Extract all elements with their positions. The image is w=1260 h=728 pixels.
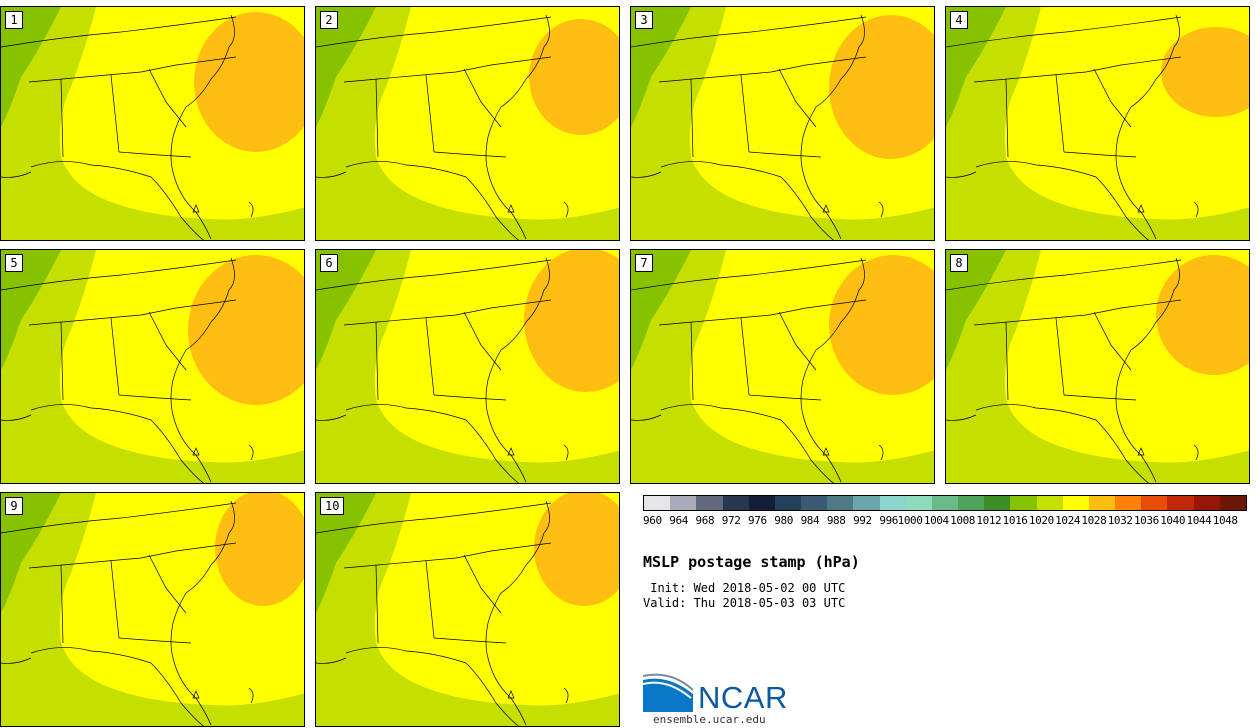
- legend-swatch: [1193, 496, 1220, 510]
- panel-label: 3: [635, 11, 653, 29]
- legend-swatch: [644, 496, 671, 510]
- mslp-map: [946, 7, 1249, 240]
- legend-swatch: [1062, 496, 1089, 510]
- panel-label: 7: [635, 254, 653, 272]
- legend-swatch: [696, 496, 723, 510]
- legend-swatch: [722, 496, 749, 510]
- legend-tick-label: 1020: [1028, 514, 1054, 527]
- legend-swatch: [1010, 496, 1037, 510]
- legend-tick-label: 996: [879, 514, 899, 527]
- mslp-map: [316, 250, 619, 483]
- legend-tick-label: 968: [695, 514, 715, 527]
- legend-tick-label: 992: [853, 514, 872, 527]
- legend-tick-label: 1028: [1081, 514, 1107, 527]
- map-panel: 4: [945, 6, 1250, 241]
- map-panel: 5: [0, 249, 305, 484]
- panel-label: 1: [5, 11, 23, 29]
- map-panel: 9: [0, 492, 305, 727]
- mslp-map: [316, 493, 619, 726]
- init-time: Init: Wed 2018-05-02 00 UTC: [643, 581, 846, 595]
- map-panel: 7: [630, 249, 935, 484]
- panel-label: 2: [320, 11, 338, 29]
- panel-label: 8: [950, 254, 968, 272]
- legend-swatch: [879, 496, 906, 510]
- legend-tick-label: 1032: [1107, 514, 1133, 527]
- time-info: Init: Wed 2018-05-02 00 UTC Valid: Thu 2…: [643, 581, 845, 611]
- legend-swatch: [748, 496, 775, 510]
- legend-swatch: [1219, 496, 1246, 510]
- legend-swatch: [931, 496, 959, 510]
- map-panel: 8: [945, 249, 1250, 484]
- logo-url: ensemble.ucar.edu: [653, 713, 766, 726]
- map-panel: 10: [315, 492, 620, 727]
- legend-swatch: [1141, 496, 1168, 510]
- map-panel: 1: [0, 6, 305, 241]
- legend-swatch: [853, 496, 880, 510]
- legend-tick-label: 1000: [897, 514, 923, 527]
- legend-swatch: [958, 496, 985, 510]
- pressure-tick-labels: 960 964 968 972 976 980 984 988 992 996 1000 1004 10…: [632, 514, 1260, 528]
- panel-label: 9: [5, 497, 23, 515]
- legend-tick-label: 980: [774, 514, 793, 527]
- panel-label: 5: [5, 254, 23, 272]
- legend-swatch: [1115, 496, 1142, 510]
- mslp-map: [1, 250, 304, 483]
- mslp-map: [1, 493, 304, 726]
- legend-swatch: [1167, 496, 1194, 510]
- legend-swatch: [827, 496, 854, 510]
- mslp-map: [631, 7, 934, 240]
- legend-tick-label: 1004: [923, 514, 949, 527]
- panel-label: 4: [950, 11, 968, 29]
- panel-label: 6: [320, 254, 338, 272]
- legend-tick-label: 1008: [950, 514, 976, 527]
- legend-tick-label: 1044: [1186, 514, 1212, 527]
- mslp-map: [1, 7, 304, 240]
- chart-title: MSLP postage stamp (hPa): [643, 553, 860, 571]
- legend-tick-label: 1016: [1002, 514, 1028, 527]
- legend-tick-label: 1012: [976, 514, 1002, 527]
- legend-tick-label: 972: [721, 514, 741, 527]
- legend-swatch: [774, 496, 802, 510]
- legend-tick-label: 976: [748, 514, 767, 527]
- legend-swatch: [1088, 496, 1116, 510]
- ncar-logo-icon: [643, 673, 694, 712]
- mslp-map: [316, 7, 619, 240]
- legend-swatch: [905, 496, 932, 510]
- mslp-map: [946, 250, 1249, 483]
- legend-swatch: [984, 496, 1011, 510]
- legend-swatch: [670, 496, 697, 510]
- map-panel: 3: [630, 6, 935, 241]
- legend-tick-label: 1048: [1212, 514, 1238, 527]
- map-panel: 2: [315, 6, 620, 241]
- valid-time: Valid: Thu 2018-05-03 03 UTC: [643, 596, 846, 610]
- legend-tick-label: 1024: [1055, 514, 1081, 527]
- legend-tick-label: 988: [826, 514, 846, 527]
- legend-tick-label: 964: [669, 514, 688, 527]
- legend-swatch: [801, 496, 828, 510]
- legend-swatch: [1036, 496, 1063, 510]
- legend-tick-label: 984: [800, 514, 820, 527]
- pressure-color-bar: [643, 495, 1247, 511]
- legend-tick-label: 1040: [1160, 514, 1186, 527]
- logo-wordmark: NCAR: [698, 680, 788, 715]
- panel-label: 10: [320, 497, 345, 515]
- legend-tick-label: 960: [643, 514, 662, 527]
- mslp-map: [631, 250, 934, 483]
- legend-tick-label: 1036: [1133, 514, 1159, 527]
- map-panel: 6: [315, 249, 620, 484]
